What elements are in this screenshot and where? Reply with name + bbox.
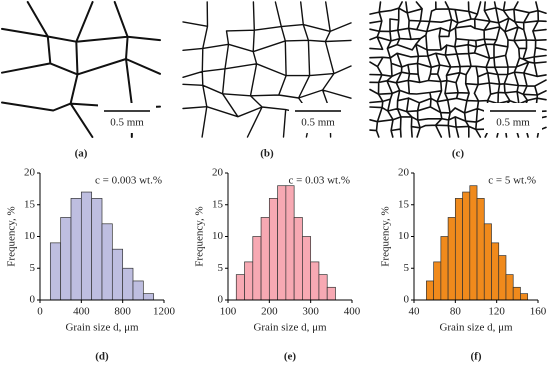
panel-label: (c) [452, 148, 465, 160]
bar [80, 191, 93, 301]
grain-boundaries [1, 1, 161, 138]
bar [101, 223, 113, 301]
panel-label: (a) [75, 148, 88, 160]
panel-label: (b) [260, 148, 274, 160]
bar [60, 217, 72, 301]
bar [483, 223, 492, 301]
annotation: c = 0.03 wt.% [289, 175, 351, 187]
y-tick-label: 20 [212, 167, 224, 179]
micrograph: 0.5 mm [182, 1, 352, 138]
bar [433, 261, 442, 301]
bar [122, 267, 134, 301]
scale-bar-box [484, 103, 542, 133]
x-tick-label: 400 [73, 306, 90, 318]
scale-bar-label: 0.5 mm [496, 117, 530, 129]
bar [447, 217, 456, 301]
y-tick-label: 5 [404, 262, 410, 274]
x-axis-label: Grain size d, μm [65, 322, 139, 334]
x-tick-label: 160 [530, 306, 547, 318]
y-tick-label: 0 [218, 294, 224, 306]
y-tick-label: 10 [398, 230, 410, 242]
y-tick-label: 0 [30, 294, 36, 306]
micrograph: 0.5 mm [1, 1, 161, 138]
bar [462, 191, 471, 301]
grain-boundaries [182, 1, 352, 138]
x-tick-label: 200 [261, 306, 278, 318]
scale-bar-label: 0.5 mm [301, 117, 335, 129]
y-tick-label: 15 [398, 198, 410, 210]
bar [520, 293, 529, 301]
y-tick-label: 20 [398, 167, 410, 179]
bar [454, 198, 463, 301]
bar [310, 261, 320, 301]
y-tick-label: 15 [24, 198, 36, 210]
bar [244, 261, 254, 301]
y-axis-label: Frequency, % [380, 206, 392, 266]
y-tick-label: 15 [212, 198, 224, 210]
x-tick-label: 40 [409, 306, 421, 318]
bar [440, 236, 449, 301]
x-tick-label: 800 [114, 306, 131, 318]
bar [491, 242, 500, 301]
scale-bar-box [289, 103, 347, 133]
bar [326, 286, 336, 301]
bar [302, 236, 312, 301]
scale-bar-box [98, 103, 156, 133]
bar [285, 185, 295, 301]
bar [426, 280, 434, 301]
y-axis-label: Frequency, % [194, 206, 206, 266]
x-tick-label: 1200 [153, 306, 176, 318]
bar [49, 242, 62, 301]
y-tick-label: 5 [30, 262, 36, 274]
panel-label: (d) [95, 351, 109, 363]
y-tick-label: 20 [24, 167, 36, 179]
panel-label: (f) [471, 351, 482, 363]
bar [293, 217, 303, 301]
bar [505, 274, 514, 301]
annotation: c = 5 wt.% [488, 175, 536, 187]
panel-label: (e) [284, 351, 297, 363]
x-tick-label: 120 [488, 306, 505, 318]
bar [70, 198, 82, 301]
bar [142, 293, 155, 301]
x-axis-label: Grain size d, μm [439, 322, 513, 334]
bar [469, 185, 478, 301]
y-axis-label: Frequency, % [6, 206, 18, 266]
x-tick-label: 400 [344, 306, 361, 318]
x-tick-label: 0 [37, 306, 43, 318]
x-tick-label: 100 [220, 306, 237, 318]
bar [260, 217, 270, 301]
annotation: c = 0.003 wt.% [95, 175, 162, 187]
scale-bar-label: 0.5 mm [110, 117, 144, 129]
bar [91, 198, 103, 301]
bar [235, 274, 245, 301]
bar [476, 198, 485, 301]
bar [512, 286, 521, 301]
x-tick-label: 300 [302, 306, 319, 318]
y-tick-label: 0 [404, 294, 410, 306]
y-tick-label: 5 [218, 262, 224, 274]
bar [252, 236, 262, 301]
bar [318, 274, 328, 301]
y-tick-label: 10 [212, 230, 224, 242]
bar [277, 185, 287, 301]
bar [111, 248, 124, 301]
micrograph: 0.5 mm [369, 1, 547, 138]
bar [268, 198, 278, 301]
bar [498, 255, 507, 301]
bar [132, 280, 144, 301]
x-tick-label: 80 [450, 306, 462, 318]
x-axis-label: Grain size d, μm [253, 322, 327, 334]
y-tick-label: 10 [24, 230, 36, 242]
